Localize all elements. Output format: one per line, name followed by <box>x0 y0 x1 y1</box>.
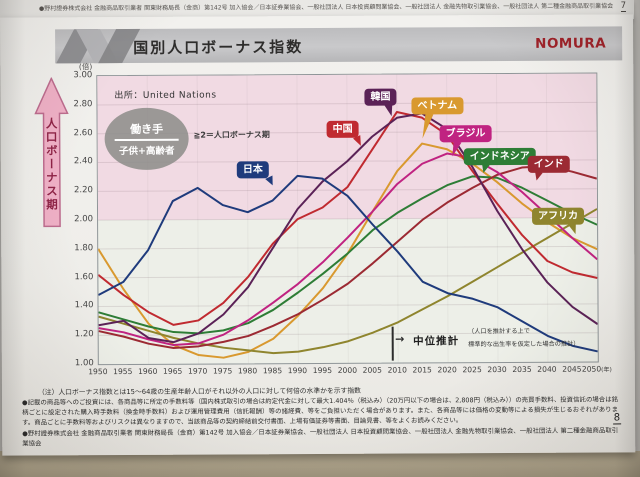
h-gridline <box>98 332 598 336</box>
brochure-page: 国別人口ボーナス指数 NOMURA (倍) 3.00 2.80 2.60 2.40 2.… <box>0 14 636 456</box>
x-tick-label: 2000 <box>337 365 358 375</box>
median-note-line1: （人口を推計する上で <box>468 327 530 336</box>
y-tick-label: 1.60 <box>74 271 94 282</box>
h-gridline <box>98 274 598 279</box>
x-tick-label: 1975 <box>212 366 233 376</box>
disclaimer-registration: ●野村證券株式会社 金融商品取引業者 関東財務局長（金商）第142号 加入協会／… <box>22 426 619 448</box>
source-label: 出所：United Nations <box>114 90 217 102</box>
median-projection-annotation: → 中位推計 （人口を推計する上で 標準的な出生率を仮定した場合の推計） <box>392 324 597 363</box>
country-label-indonesia: インドネシア <box>463 147 536 174</box>
header-bar: 国別人口ボーナス指数 NOMURA <box>55 26 623 64</box>
line-korea <box>98 112 598 344</box>
page-number: 8 <box>612 412 622 425</box>
y-tick-label: 2.80 <box>73 98 93 110</box>
h-gridline <box>98 217 598 221</box>
y-tick-label: 2.00 <box>74 214 94 225</box>
h-gridline <box>97 188 597 192</box>
formula-numerator: 働き手 <box>130 122 164 136</box>
v-gridline <box>496 74 499 363</box>
previous-page-footer-text: ●野村證券株式会社 金融商品取引業者 関東財務局長（金商）第142号 加入協会／… <box>39 2 614 13</box>
x-tick-label: 2015 <box>412 365 432 375</box>
x-tick-label: 2030 <box>487 365 507 375</box>
table-surface <box>0 451 640 477</box>
x-tick-label: 2045 <box>562 364 582 374</box>
page-title: 国別人口ボーナス指数 <box>133 38 304 57</box>
bonus-period-label: 人口ボーナス期 <box>44 117 60 212</box>
v-gridline <box>446 74 449 363</box>
v-gridline <box>246 75 250 364</box>
fraction-bar <box>114 138 179 142</box>
x-axis-unit-suffix: (年) <box>601 366 612 374</box>
population-bonus-arrow: 人口ボーナス期 <box>33 77 70 228</box>
line-india <box>98 164 598 349</box>
x-tick-label: 2040 <box>537 364 557 374</box>
line-china <box>97 110 598 326</box>
h-gridline <box>98 303 598 308</box>
nomura-logo: NOMURA <box>535 35 607 52</box>
median-note-line2: 標準的な出生率を仮定した場合の推計） <box>468 340 580 349</box>
x-tick-label: 2005 <box>362 365 382 375</box>
country-label-india: インド <box>527 155 570 182</box>
x-tick-label: 2025 <box>462 365 482 375</box>
h-gridline <box>97 101 597 106</box>
previous-page-edge: ●野村證券株式会社 金融商品取引業者 関東財務局長（金商）第142号 加入協会／… <box>0 0 634 19</box>
chart-footnote: （注）人口ボーナス指数とは15～64歳の生産年齢人口がそれ以外の人口に対して何倍… <box>37 386 361 397</box>
x-tick-label: 1950 <box>88 367 108 377</box>
line-japan <box>97 174 598 353</box>
country-label-vietnam: ベトナム <box>411 97 464 140</box>
v-gridline <box>396 74 399 363</box>
x-tick-label: 1965 <box>163 366 183 376</box>
line-brazil <box>98 152 598 347</box>
disclaimer-text: ●記載の商品等へのご投資には、各商品等に所定の手数料等（国内株式取引の場合は約定… <box>22 395 618 450</box>
formula-ellipse: 働き手 子供+高齢者 <box>104 107 189 171</box>
x-tick-label: 1990 <box>287 366 308 376</box>
country-label-africa: アフリカ <box>532 207 585 236</box>
x-tick-label: 1995 <box>312 365 333 376</box>
country-label-japan: 日本 <box>236 161 277 188</box>
x-tick-label: 2020 <box>437 365 457 375</box>
y-tick-label: 1.40 <box>74 300 94 311</box>
x-tick-label: 2050(年) <box>581 364 612 374</box>
previous-page-number: 7 <box>620 1 626 12</box>
country-label-korea: 韓国 <box>364 88 397 118</box>
x-tick-label: 1980 <box>237 366 258 376</box>
up-arrow-icon <box>34 77 69 228</box>
median-note: （人口を推計する上で 標準的な出生率を仮定した場合の推計） <box>468 325 580 352</box>
h-gridline <box>98 245 598 250</box>
x-tick-label: 2010 <box>387 365 407 375</box>
v-gridline <box>196 75 200 364</box>
median-label: 中位推計 <box>413 335 460 348</box>
y-tick-label: 2.60 <box>73 127 93 138</box>
y-tick-label: 2.40 <box>73 156 93 167</box>
y-tick-label: 1.20 <box>74 329 94 340</box>
country-label-brazil: ブラジル <box>439 125 492 158</box>
formula-denominator: 子供+高齢者 <box>118 145 175 158</box>
x-tick-label: 1985 <box>262 366 283 376</box>
y-tick-label: 3.00 <box>73 70 93 81</box>
median-start-tick <box>392 326 395 361</box>
chart-lines <box>97 73 598 364</box>
y-tick-label: 2.20 <box>73 185 93 196</box>
bonus-condition-label: ≧2＝人口ボーナス期 <box>193 130 270 140</box>
y-tick-label: 1.80 <box>74 242 94 254</box>
x-tick-label: 1970 <box>187 366 208 376</box>
x-axis-tick-labels: 1950 1955 1960 1965 1970 1975 1980 1985 1990 1995… <box>88 364 612 380</box>
x-tick-label: 1955 <box>113 366 133 377</box>
country-label-china: 中国 <box>326 120 365 148</box>
x-tick-label: 2035 <box>512 364 532 374</box>
plot-area: 出所：United Nations 働き手 子供+高齢者 ≧2＝人口ボーナス期 … <box>96 72 599 366</box>
x-tick-label: 1960 <box>138 366 158 376</box>
right-arrow-icon: → <box>395 332 405 346</box>
disclaimer-fees: ●記載の商品等へのご投資には、各商品等に所定の手数料等（国内株式取引の場合は約定… <box>21 395 619 427</box>
